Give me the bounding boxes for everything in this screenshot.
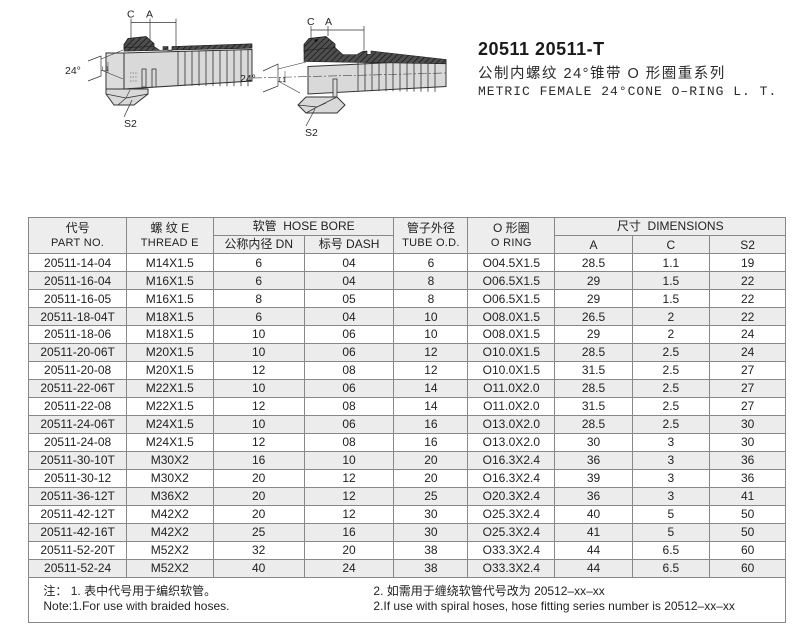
- svg-text:A: A: [146, 9, 153, 21]
- svg-text:L1: L1: [279, 78, 286, 84]
- svg-text:24°: 24°: [240, 73, 256, 85]
- svg-text:L1: L1: [102, 67, 109, 73]
- svg-text:24°: 24°: [65, 65, 81, 77]
- svg-text:S2: S2: [124, 118, 137, 130]
- svg-text:C: C: [127, 9, 135, 21]
- svg-text:C: C: [307, 16, 315, 28]
- svg-text:A: A: [325, 16, 332, 28]
- svg-text:S2: S2: [305, 127, 318, 139]
